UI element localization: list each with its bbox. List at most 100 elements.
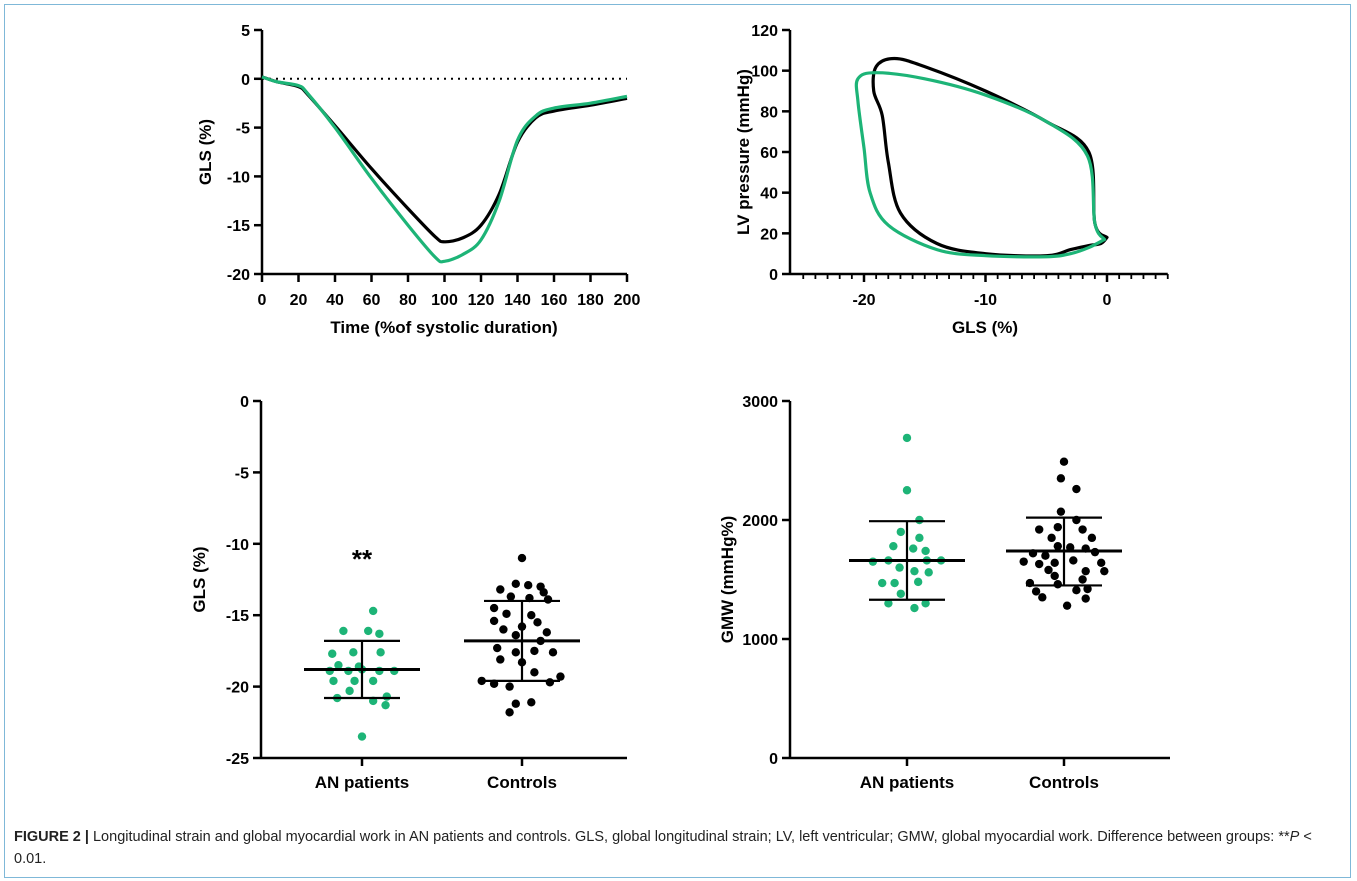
y-tick-label: 120	[751, 23, 778, 40]
gmw-an-point	[921, 546, 930, 556]
gmw-controls-point	[1031, 587, 1041, 596]
caption-text: Longitudinal strain and global myocardia…	[88, 829, 1290, 845]
x-tick-label: 60	[363, 292, 381, 309]
gls-an-point	[375, 629, 384, 638]
y-tick-label: 0	[769, 267, 778, 284]
y-tick-label: 20	[760, 226, 778, 243]
gmw-an-point	[924, 568, 933, 577]
x-axis-label: GLS (%)	[952, 318, 1018, 337]
gmw-an-point	[878, 578, 887, 588]
gmw-controls-point	[1038, 593, 1047, 602]
gls-controls-point	[511, 579, 520, 588]
y-tick-label: 2000	[742, 513, 778, 530]
y-tick-label: -20	[227, 267, 250, 284]
gmw-controls-point	[1035, 559, 1044, 569]
gls-controls-point	[511, 648, 520, 657]
x-tick-label: 100	[431, 292, 458, 309]
gmw-an-point	[902, 433, 912, 443]
gmw-controls-point	[1053, 541, 1063, 551]
gmw-an-point	[895, 563, 904, 572]
gls-controls-point	[527, 611, 536, 620]
x-tick-label: 80	[399, 292, 417, 309]
gmw-controls-point	[1059, 457, 1069, 466]
gmw-an-point	[890, 578, 899, 588]
gmw-an-point	[909, 544, 918, 553]
gls-controls-point	[533, 618, 542, 627]
controls-gls-curve	[261, 75, 628, 244]
x-tick-label: 0	[1103, 292, 1112, 309]
gmw-controls-point	[1035, 525, 1044, 534]
gmw-controls-point	[1097, 558, 1106, 568]
panel-gmw-scatter: 3000 2000 1000 0 AN patients Controls GMW (mmH…	[718, 394, 1170, 792]
gmw-controls-point	[1083, 584, 1092, 594]
y-tick-label: -20	[226, 680, 249, 697]
y-tick-label: 5	[241, 23, 250, 40]
an-gls-curve	[261, 75, 628, 264]
y-tick-label: 80	[760, 104, 778, 121]
y-tick-label: -10	[226, 537, 249, 554]
gls-an-point	[350, 676, 359, 686]
gls-controls-point	[517, 553, 527, 563]
x-tick-label: -20	[852, 292, 875, 309]
gmw-an-point	[910, 566, 919, 576]
y-tick-label: 3000	[742, 394, 778, 411]
category-label-an: AN patients	[315, 773, 409, 792]
gls-controls-point	[505, 708, 514, 717]
gmw-controls-point	[1062, 601, 1072, 610]
significance-marker: **	[352, 544, 373, 574]
gls-an-point	[376, 648, 385, 657]
gmw-controls-point	[1041, 551, 1050, 560]
gmw-an-point	[915, 533, 924, 543]
y-tick-label: 60	[760, 145, 778, 162]
gmw-controls-point	[1053, 522, 1063, 532]
gls-controls-point	[489, 616, 499, 626]
gmw-controls-point	[1072, 586, 1081, 595]
x-tick-label: 0	[258, 292, 267, 309]
gls-controls-point	[496, 585, 505, 594]
gmw-controls-point	[1050, 571, 1059, 581]
an-loop	[854, 71, 1107, 259]
gls-an-point	[368, 676, 378, 686]
gmw-controls-point	[1072, 484, 1081, 494]
gls-an-point	[364, 626, 373, 636]
panel-gls-time-curve: 5 0 -5 -10 -15 -20 0 20 40 60 80 100 120 140 160 180 200…	[196, 23, 640, 337]
gls-controls-point	[530, 646, 539, 656]
x-tick-label: 180	[577, 292, 604, 309]
y-axis-label: GLS (%)	[196, 119, 215, 185]
gls-an-point	[357, 732, 367, 741]
gmw-an-point	[889, 541, 898, 551]
gmw-controls-point	[1053, 580, 1063, 589]
gls-controls-point	[527, 698, 536, 707]
gmw-controls-point	[1044, 565, 1053, 575]
x-tick-label: 160	[541, 292, 568, 309]
gls-controls-point	[499, 625, 508, 634]
gmw-controls-point	[1081, 566, 1090, 576]
gls-an-point	[381, 700, 390, 710]
y-tick-label: -5	[236, 121, 250, 138]
y-tick-label: 0	[240, 394, 249, 411]
category-label-an: AN patients	[860, 773, 954, 792]
y-tick-label: 0	[241, 72, 250, 89]
gmw-controls-point	[1087, 533, 1097, 543]
gls-an-point	[382, 692, 391, 701]
caption-p-symbol: P	[1289, 829, 1300, 845]
gls-an-point	[329, 676, 338, 686]
gmw-controls-point	[1019, 557, 1028, 566]
gls-an-point	[328, 649, 337, 658]
y-axis-label: GLS (%)	[190, 546, 209, 612]
gls-controls-point	[556, 672, 565, 681]
gmw-an-point	[896, 527, 905, 537]
gls-controls-point	[524, 581, 533, 590]
gls-controls-point	[477, 676, 486, 686]
x-tick-label: 200	[614, 292, 641, 309]
y-tick-label: 0	[769, 751, 778, 768]
y-tick-label: 40	[760, 186, 778, 203]
gmw-an-point	[902, 486, 912, 495]
gmw-controls-point	[1047, 533, 1056, 543]
gmw-controls-point	[1078, 525, 1087, 534]
controls-loop	[871, 56, 1109, 258]
figure-frame	[4, 4, 1351, 878]
gls-controls-point	[511, 630, 520, 640]
y-axis-label: LV pressure (mmHg)	[734, 69, 753, 235]
